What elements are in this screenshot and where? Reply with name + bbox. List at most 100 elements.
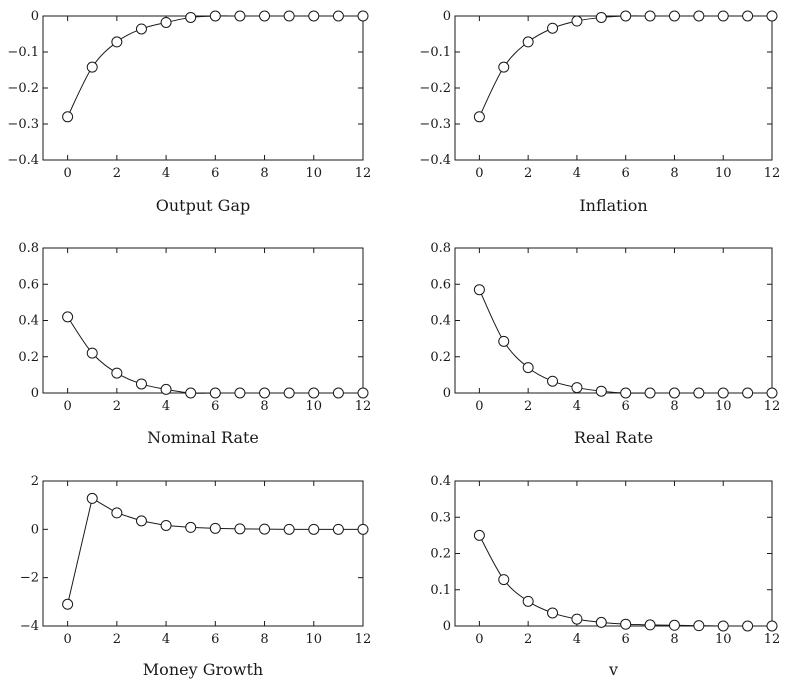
x-tick-label: 4 <box>162 632 170 647</box>
data-point-marker <box>62 598 74 610</box>
y-tick-label: 0.3 <box>430 510 451 525</box>
data-point-marker <box>185 11 197 23</box>
x-tick-label: 10 <box>305 166 322 181</box>
x-tick-label: 2 <box>524 632 532 647</box>
data-point-marker <box>717 10 729 22</box>
plot-frame <box>42 15 364 161</box>
x-tick-label: 12 <box>355 399 372 414</box>
y-tick-label: −4 <box>20 619 39 634</box>
x-tick-label: 8 <box>670 399 678 414</box>
x-tick-label: 0 <box>475 399 483 414</box>
x-tick-label: 12 <box>355 632 372 647</box>
data-point-marker <box>111 507 123 519</box>
x-tick-label: 10 <box>715 399 732 414</box>
y-tick-label: 0.4 <box>430 474 451 489</box>
data-point-marker <box>620 387 632 399</box>
x-tick-label: 2 <box>113 399 121 414</box>
x-tick-label: 0 <box>63 166 71 181</box>
x-tick-label: 10 <box>715 166 732 181</box>
data-point-marker <box>571 382 583 394</box>
data-point-marker <box>308 10 320 22</box>
data-point-marker <box>522 362 534 374</box>
data-point-marker <box>357 10 369 22</box>
y-tick-label: 0 <box>31 522 39 537</box>
y-tick-label: 0.2 <box>430 350 451 365</box>
data-point-marker <box>473 529 485 541</box>
data-point-marker <box>668 10 680 22</box>
series-line <box>67 316 363 394</box>
data-point-marker <box>522 595 534 607</box>
data-point-marker <box>160 519 172 531</box>
panel-title: v <box>608 660 618 679</box>
data-point-marker <box>595 616 607 628</box>
x-tick-label: 2 <box>113 166 121 181</box>
panel-money-growth: 0 2 4 6 8 10 12 2 0 −2 −4 Money Growth <box>20 474 371 679</box>
y-tick-label: −0.2 <box>419 81 451 96</box>
data-point-marker <box>135 515 147 527</box>
data-point-marker <box>620 10 632 22</box>
x-tick-label: 6 <box>622 632 630 647</box>
data-point-marker <box>498 61 510 73</box>
data-point-marker <box>668 619 680 631</box>
data-point-marker <box>111 367 123 379</box>
panel-title: Inflation <box>579 196 647 215</box>
y-tick-label: 0.4 <box>18 314 39 329</box>
data-point-marker <box>234 10 246 22</box>
data-point-marker <box>209 387 221 399</box>
data-point-marker <box>160 383 172 395</box>
y-tick-label: 0 <box>443 386 451 401</box>
data-point-marker <box>766 620 778 632</box>
data-point-marker <box>595 385 607 397</box>
plot-frame <box>42 247 364 394</box>
y-tick-label: −2 <box>20 571 39 586</box>
panel-real-rate: 0 2 4 6 8 10 12 0 0.2 0.4 0.6 0.8 Real Rate <box>430 241 780 447</box>
data-point-marker <box>185 521 197 533</box>
data-point-marker <box>86 61 98 73</box>
x-tick-label: 12 <box>764 166 781 181</box>
x-tick-label: 2 <box>524 399 532 414</box>
x-tick-label: 0 <box>475 632 483 647</box>
data-point-marker <box>473 111 485 123</box>
data-point-marker <box>644 387 656 399</box>
x-tick-label: 4 <box>573 166 581 181</box>
data-point-marker <box>595 11 607 23</box>
y-tick-label: 0.2 <box>18 350 39 365</box>
data-point-marker <box>644 10 656 22</box>
data-point-marker <box>234 523 246 535</box>
data-point-marker <box>86 492 98 504</box>
data-point-marker <box>209 10 221 22</box>
y-tick-label: 0.2 <box>430 547 451 562</box>
y-tick-label: 0.6 <box>18 277 39 292</box>
data-point-marker <box>135 378 147 390</box>
data-point-marker <box>717 387 729 399</box>
data-point-marker <box>547 375 559 387</box>
series-line <box>478 535 772 627</box>
panel-title: Output Gap <box>156 196 250 215</box>
x-tick-label: 12 <box>764 632 781 647</box>
x-tick-label: 0 <box>475 166 483 181</box>
data-point-marker <box>332 387 344 399</box>
data-point-marker <box>259 10 271 22</box>
data-point-marker <box>644 619 656 631</box>
x-tick-label: 10 <box>715 632 732 647</box>
y-tick-label: 0 <box>31 9 39 24</box>
data-point-marker <box>259 523 271 535</box>
y-tick-label: 0.8 <box>430 241 451 256</box>
data-point-marker <box>357 387 369 399</box>
panel-inflation: 0 2 4 6 8 10 12 0 −0.1 −0.2 −0.3 −0.4 Inflation <box>419 9 780 215</box>
data-point-marker <box>717 620 729 632</box>
series-line <box>67 15 363 118</box>
y-tick-label: 0 <box>31 386 39 401</box>
x-tick-label: 6 <box>211 399 219 414</box>
series-line <box>478 15 772 118</box>
x-tick-label: 6 <box>211 166 219 181</box>
y-tick-label: 0.1 <box>430 583 451 598</box>
data-point-marker <box>522 36 534 48</box>
data-point-marker <box>135 23 147 35</box>
data-point-marker <box>308 387 320 399</box>
data-point-marker <box>766 10 778 22</box>
y-tick-label: 0.6 <box>430 277 451 292</box>
panel-output-gap: 0 2 4 6 8 10 12 0 −0.1 −0.2 −0.3 −0.4 Output Gap <box>7 9 371 215</box>
panel-v: 0 2 4 6 8 10 12 0 0.1 0.2 0.3 0.4 v <box>430 474 780 679</box>
series-line <box>478 289 772 394</box>
